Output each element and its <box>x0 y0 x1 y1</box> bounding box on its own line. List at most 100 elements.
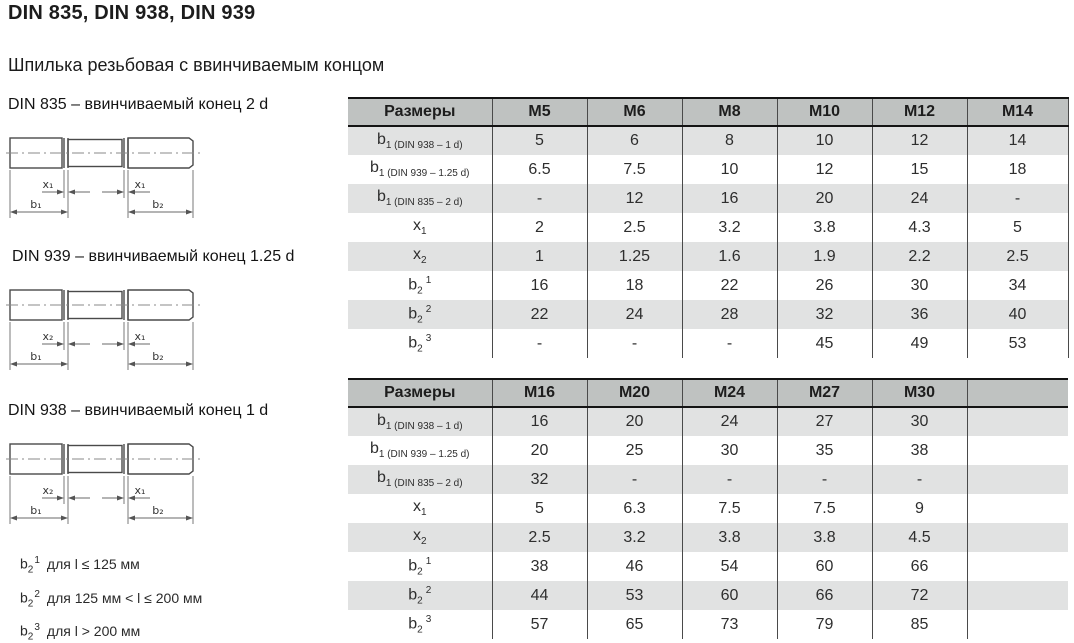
table-row: b22 22 24 28 32 36 40 <box>348 300 1069 329</box>
footnote-text: для l ≤ 125 мм <box>46 555 140 572</box>
cell-value: 24 <box>586 300 682 329</box>
cell-value: 24 <box>681 407 777 436</box>
row-label: b1 (DIN 938 – 1 d) <box>348 407 492 436</box>
cell-value: - <box>776 465 872 494</box>
cell-value: 26 <box>776 271 872 300</box>
cell-value: 3.8 <box>681 523 777 552</box>
size-table-m5-m14: Размеры M5 M6 M8 M10 M12 M14 b1 (DIN 938 – 1 d… <box>348 97 1070 358</box>
cell-value <box>966 436 1068 465</box>
table-row: b1 (DIN 939 – 1.25 d) 6.5 7.5 10 12 15 18 <box>348 155 1069 184</box>
cell-value: 7.5 <box>776 494 872 523</box>
cell-value: 3.8 <box>776 523 872 552</box>
footnote-sup: 2 <box>34 589 40 600</box>
drawing-caption-din939: DIN 939 – ввинчиваемый конец 1.25 d <box>12 248 295 265</box>
cell-value: - <box>586 465 682 494</box>
cell-value: 35 <box>776 436 872 465</box>
page-title: DIN 835, DIN 938, DIN 939 <box>8 2 256 24</box>
dim-label-x-right: x₁ <box>135 330 146 343</box>
cell-value: 2.5 <box>586 213 682 242</box>
row-label-header: Размеры <box>348 97 492 127</box>
cell-value: 20 <box>776 184 872 213</box>
cell-value: 44 <box>491 581 587 610</box>
size-col-header: M20 <box>586 378 682 408</box>
table-header-row: Размеры M5 M6 M8 M10 M12 M14 <box>348 97 1069 127</box>
dim-label-b1: b₁ <box>30 350 41 363</box>
cell-value: 7.5 <box>586 155 682 184</box>
size-table-m16-m30: Размеры M16 M20 M24 M27 M30 b1 (DIN 938 – 1 d… <box>348 378 1070 639</box>
size-col-header <box>966 378 1068 408</box>
cell-value: - <box>966 184 1069 213</box>
row-label: b1 (DIN 938 – 1 d) <box>348 126 492 155</box>
cell-value: 3.2 <box>681 213 777 242</box>
dim-label-b2: b₂ <box>152 350 163 363</box>
cell-value: 10 <box>681 155 777 184</box>
page-subtitle: Шпилька резьбовая с ввинчиваемым концом <box>8 55 385 75</box>
row-label: b1 (DIN 939 – 1.25 d) <box>348 436 492 465</box>
stud-drawing: x₂ x₁ b₁ b₂ <box>6 289 202 370</box>
size-col-header: M14 <box>966 97 1069 127</box>
cell-value: 30 <box>681 436 777 465</box>
dim-label-x-left: x₁ <box>43 178 54 191</box>
cell-value: 1.6 <box>681 242 777 271</box>
cell-value: 32 <box>491 465 587 494</box>
cell-value: 3.8 <box>776 213 872 242</box>
row-label: x1 <box>348 213 492 242</box>
cell-value: 9 <box>871 494 967 523</box>
table-row: x2 2.5 3.2 3.8 3.8 4.5 <box>348 523 1068 552</box>
cell-value: 2.5 <box>966 242 1069 271</box>
cell-value: 30 <box>871 271 967 300</box>
cell-value: 79 <box>776 610 872 639</box>
row-label: b21 <box>348 552 492 581</box>
cell-value: 27 <box>776 407 872 436</box>
size-col-header: M8 <box>681 97 777 127</box>
stud-drawing: x₂ x₁ b₁ b₂ <box>6 443 202 524</box>
cell-value: - <box>681 329 777 358</box>
table-row: x2 1 1.25 1.6 1.9 2.2 2.5 <box>348 242 1069 271</box>
size-col-header: M6 <box>586 97 682 127</box>
cell-value: 7.5 <box>681 494 777 523</box>
cell-value: 18 <box>586 271 682 300</box>
cell-value: 18 <box>966 155 1069 184</box>
cell-value: 1.9 <box>776 242 872 271</box>
cell-value: 60 <box>681 581 777 610</box>
dim-label-b2: b₂ <box>152 198 163 211</box>
cell-value: - <box>681 465 777 494</box>
cell-value: 28 <box>681 300 777 329</box>
cell-value: 15 <box>871 155 967 184</box>
footnote-b2-3: b23 для l > 200 мм <box>20 622 140 642</box>
footnote-b2-2: b22 для 125 мм < l ≤ 200 мм <box>20 589 202 609</box>
cell-value: 25 <box>586 436 682 465</box>
cell-value: 46 <box>586 552 682 581</box>
cell-value: 65 <box>586 610 682 639</box>
cell-value: 22 <box>491 300 587 329</box>
size-col-header: M5 <box>491 97 587 127</box>
footnote-base: b <box>20 555 28 572</box>
cell-value: 5 <box>491 126 587 155</box>
table-header-row: Размеры M16 M20 M24 M27 M30 <box>348 378 1068 408</box>
cell-value: - <box>586 329 682 358</box>
cell-value: 38 <box>871 436 967 465</box>
cell-value: 5 <box>491 494 587 523</box>
cell-value: - <box>491 329 587 358</box>
cell-value: 6.3 <box>586 494 682 523</box>
cell-value: 57 <box>491 610 587 639</box>
cell-value: 6 <box>586 126 682 155</box>
size-col-header: M27 <box>776 378 872 408</box>
cell-value: 1.25 <box>586 242 682 271</box>
footnote-sup: 1 <box>34 555 40 566</box>
footnote-sup: 3 <box>34 622 40 633</box>
cell-value: 1 <box>491 242 587 271</box>
size-col-header: M12 <box>871 97 967 127</box>
cell-value: 2.2 <box>871 242 967 271</box>
cell-value: 4.3 <box>871 213 967 242</box>
cell-value: 45 <box>776 329 872 358</box>
table-row: b1 (DIN 938 – 1 d) 5 6 8 10 12 14 <box>348 126 1069 155</box>
cell-value: 66 <box>871 552 967 581</box>
row-label: b22 <box>348 581 492 610</box>
cell-value: 54 <box>681 552 777 581</box>
dim-label-x-right: x₁ <box>135 178 146 191</box>
size-col-header: M16 <box>491 378 587 408</box>
cell-value: 12 <box>776 155 872 184</box>
cell-value: 66 <box>776 581 872 610</box>
table-row: b1 (DIN 835 – 2 d) 32- - - - <box>348 465 1068 494</box>
